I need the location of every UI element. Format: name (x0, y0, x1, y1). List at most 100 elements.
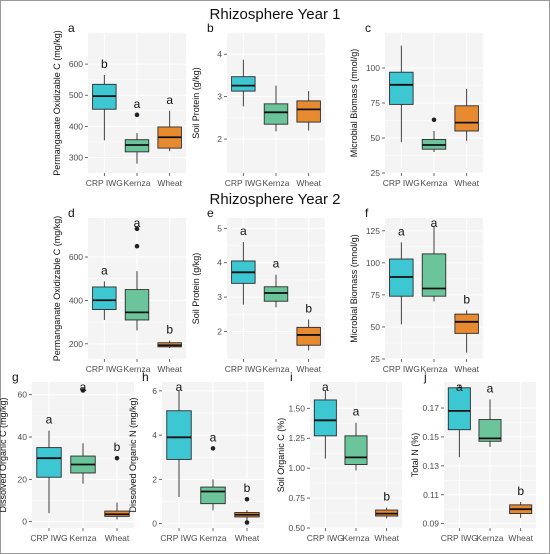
x-tick-label: Kernza (124, 364, 151, 374)
x-tick-label: Wheat (508, 533, 533, 543)
box-kernza (263, 286, 289, 302)
panel-letter: b (207, 21, 214, 35)
panel-c: 25 50 75 100 CRP IWG Kernza Wheat Microbial Bio… (349, 21, 483, 188)
significance-letter: a (353, 405, 360, 419)
x-tick-label: Kernza (124, 178, 151, 188)
x-tick-label: CRP IWG (307, 533, 344, 543)
x-tick-label: Wheat (105, 533, 130, 543)
x-tick-label: Wheat (374, 533, 399, 543)
panel-letter: h (142, 370, 149, 384)
box-kernza (478, 419, 502, 442)
significance-letter: a (80, 380, 87, 394)
panel-d: 200 400 600 CRP IWG Kernza Wheat Permanganate … (52, 206, 186, 374)
outlier-point (134, 226, 140, 232)
x-tick-label: Kernza (70, 533, 97, 543)
x-tick-label: Kernza (343, 533, 370, 543)
y-tick-label: 300 (69, 152, 83, 162)
y-axis-label: Microbial Biomass (mnol/g) (349, 49, 359, 158)
y-tick-label: 0 (22, 517, 27, 527)
panel-letter: e (207, 206, 214, 220)
y-tick-label: 4 (152, 430, 157, 440)
significance-letter: b (463, 292, 470, 306)
y-tick-label: 20 (18, 474, 28, 484)
panel-b: 2 3 4 CRP IWG Kernza Wheat Soil Protein (g/kg)… (191, 21, 325, 188)
section-title-year1: Rhizosphere Year 1 (209, 6, 341, 23)
significance-letter: a (134, 216, 141, 230)
x-tick-label: CRP IWG (86, 364, 123, 374)
box-kernza (124, 289, 150, 321)
significance-letter: a (456, 380, 463, 394)
y-tick-label: 5 (217, 223, 222, 233)
outlier-point (80, 388, 86, 393)
significance-letter: a (431, 216, 438, 230)
significance-letter: a (487, 381, 494, 395)
box-wheat (296, 100, 321, 123)
y-tick-label: 25 (371, 168, 381, 178)
y-tick-label: 100 (366, 63, 380, 73)
x-tick-label: Wheat (454, 364, 479, 374)
significance-letter: b (517, 484, 524, 498)
panel-e: 2 3 4 5 CRP IWG Kernza Wheat Soil Protein (g/kg… (191, 206, 325, 374)
y-axis-label: Dissolved Organic C (mg/kg) (0, 397, 8, 512)
y-axis-label: Soil Protein (g/kg) (191, 67, 201, 139)
x-tick-label: CRP IWG (383, 364, 420, 374)
outlier-point (244, 496, 250, 502)
x-tick-label: Kernza (421, 364, 448, 374)
box-kernza (344, 435, 368, 466)
y-axis-label: Soil Organic C (%) (276, 418, 286, 493)
y-tick-label: 50 (371, 133, 381, 143)
box-kernza (200, 486, 226, 505)
significance-letter: b (244, 481, 251, 495)
y-axis-label: Microbial Biomass (mnol/g) (349, 234, 359, 343)
x-tick-label: Wheat (235, 533, 260, 543)
y-tick-label: 100 (366, 258, 380, 268)
significance-letter: b (305, 301, 312, 315)
y-tick-label: 6 (152, 386, 157, 396)
x-tick-label: Wheat (157, 178, 182, 188)
box-crp-iwg (231, 76, 256, 92)
x-tick-label: Wheat (296, 178, 321, 188)
x-tick-label: Kernza (263, 178, 290, 188)
significance-letter: b (383, 490, 390, 504)
y-tick-label: 40 (18, 432, 28, 442)
y-tick-label: 0.13 (422, 461, 439, 471)
significance-letter: a (273, 257, 280, 271)
significance-letter: b (101, 57, 108, 71)
y-tick-label: 4 (217, 49, 222, 59)
panel-letter: f (365, 206, 369, 220)
box-crp-iwg (92, 286, 117, 310)
y-tick-label: 0.11 (423, 490, 439, 500)
panel-letter: d (68, 206, 75, 220)
box-crp-iwg (447, 387, 471, 431)
significance-letter: a (176, 380, 183, 394)
y-tick-label: 2 (217, 326, 222, 336)
outlier-point (431, 117, 437, 123)
x-tick-label: CRP IWG (30, 533, 67, 543)
box-crp-iwg (313, 399, 337, 437)
outlier-point (134, 112, 140, 118)
significance-letter: b (114, 440, 121, 454)
y-tick-label: 50 (371, 322, 381, 332)
x-tick-label: Kernza (200, 533, 227, 543)
y-tick-label: 500 (69, 90, 83, 100)
x-tick-label: Wheat (454, 178, 479, 188)
y-tick-label: 0.15 (422, 432, 439, 442)
significance-letter: a (210, 430, 217, 444)
box-wheat (454, 313, 479, 334)
y-tick-label: 0.17 (422, 403, 439, 413)
significance-letter: a (398, 224, 405, 238)
box-wheat (296, 326, 321, 346)
y-tick-label: 125 (366, 226, 380, 236)
y-tick-label: 400 (69, 295, 83, 305)
y-tick-label: 0.09 (422, 519, 439, 529)
significance-letter: b (166, 323, 173, 337)
y-axis-label: Soil Protein (g/kg) (191, 253, 201, 325)
panel-h: 0 2 4 6 CRP IWG Kernza Wheat Dissolved Organic … (128, 370, 264, 543)
y-tick-label: 3 (217, 92, 222, 102)
significance-letter: a (240, 224, 247, 238)
y-axis-label: Permanganate Oxidizable C (mg/kg) (52, 216, 62, 362)
x-tick-label: CRP IWG (383, 178, 420, 188)
box-crp-iwg (166, 410, 192, 460)
